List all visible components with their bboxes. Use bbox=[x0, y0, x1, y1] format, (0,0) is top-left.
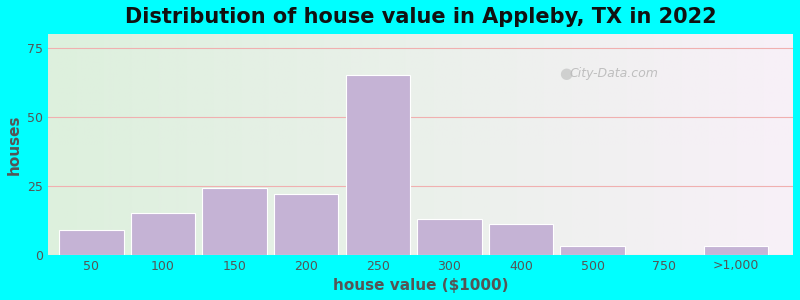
Bar bbox=[202, 188, 266, 255]
Text: ●: ● bbox=[559, 66, 573, 81]
Y-axis label: houses: houses bbox=[7, 114, 22, 175]
Text: City-Data.com: City-Data.com bbox=[570, 67, 658, 80]
X-axis label: house value ($1000): house value ($1000) bbox=[333, 278, 509, 293]
Bar bbox=[560, 246, 625, 255]
Bar bbox=[130, 213, 195, 255]
Bar bbox=[489, 224, 553, 255]
Bar bbox=[417, 219, 482, 255]
Title: Distribution of house value in Appleby, TX in 2022: Distribution of house value in Appleby, … bbox=[125, 7, 717, 27]
Bar bbox=[346, 75, 410, 255]
Bar bbox=[703, 246, 768, 255]
Bar bbox=[274, 194, 338, 255]
Bar bbox=[59, 230, 123, 255]
